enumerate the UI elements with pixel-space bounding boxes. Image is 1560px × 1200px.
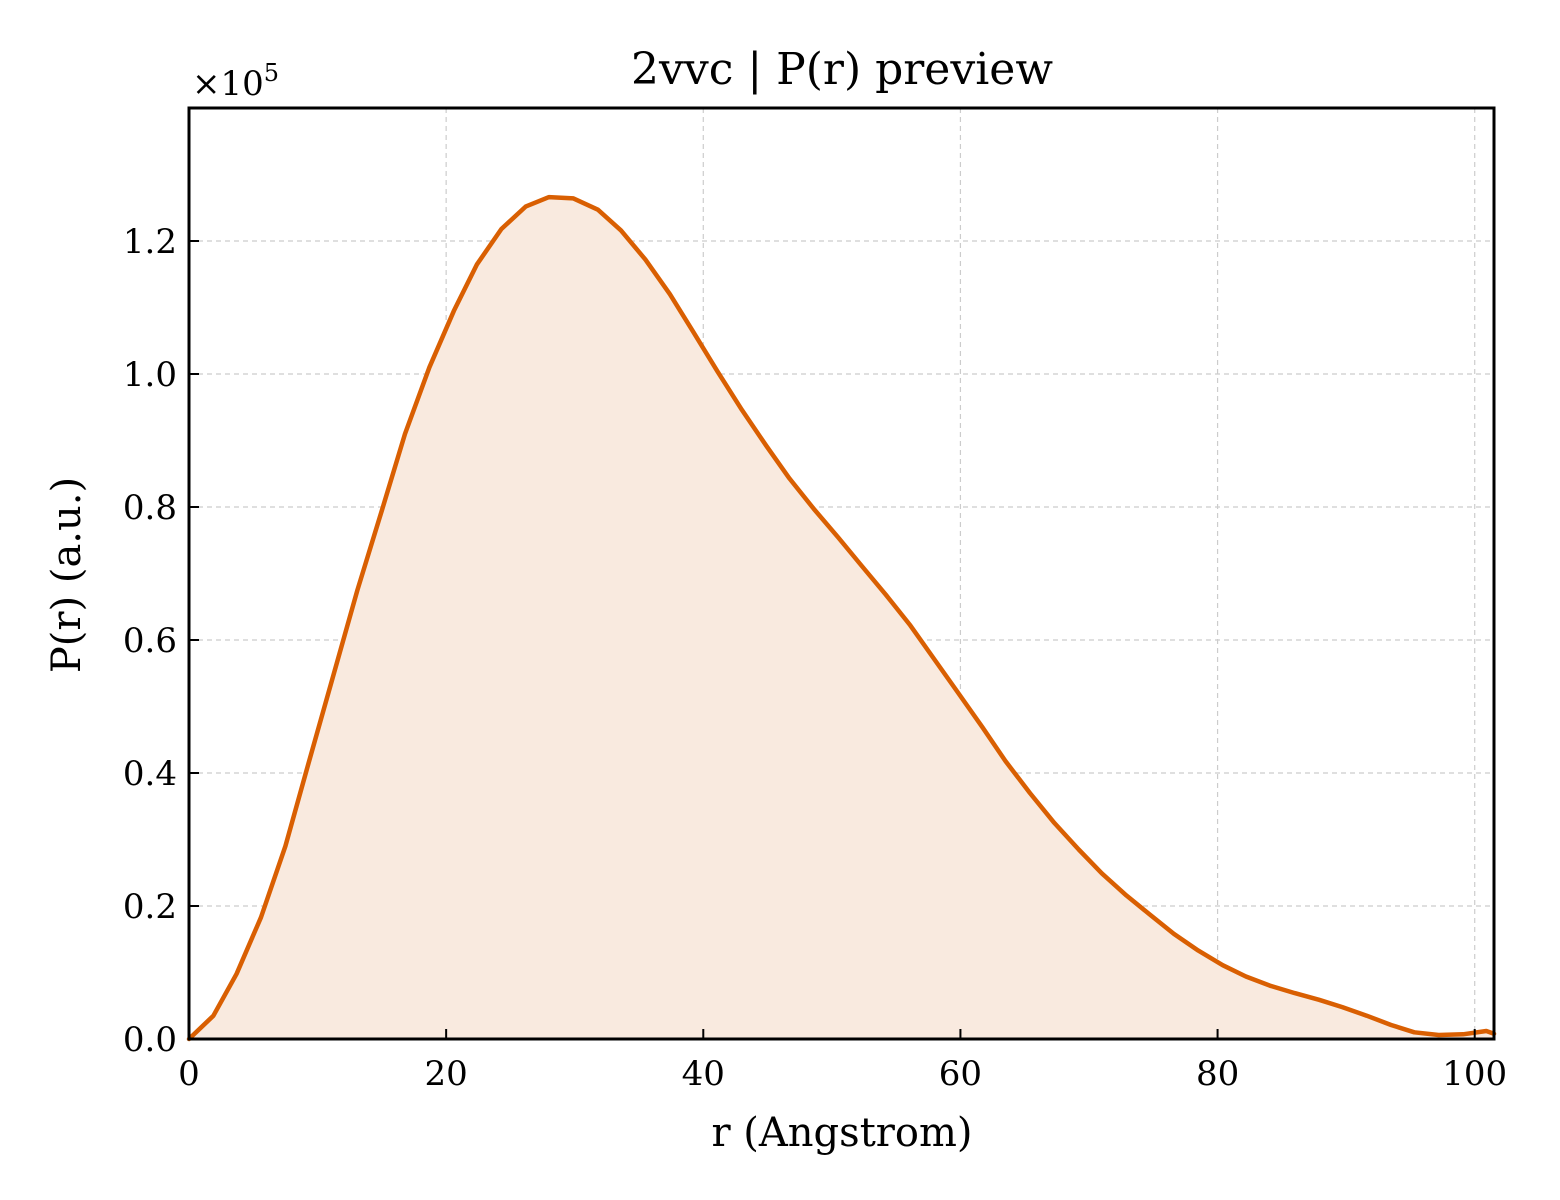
axis-ticks: [188, 240, 1476, 1040]
y-tick-label: 0.0: [123, 1020, 177, 1060]
chart-title: 2vvc | P(r) preview: [631, 44, 1053, 95]
y-tick-label: 0.4: [123, 754, 177, 794]
x-axis-label: r (Angstrom): [711, 1110, 972, 1156]
x-tick-label: 40: [682, 1054, 725, 1094]
x-tick-label: 100: [1442, 1054, 1507, 1094]
y-tick-label: 0.8: [123, 488, 177, 528]
y-tick-label: 1.0: [123, 355, 177, 395]
y-axis-label: P(r) (a.u.): [44, 477, 90, 673]
x-tick-label: 0: [178, 1054, 200, 1094]
y-scale-exponent: 5: [264, 59, 279, 87]
x-tick-label: 20: [425, 1054, 468, 1094]
y-scale-prefix: ×10: [192, 64, 264, 104]
y-tick-label: 1.2: [123, 222, 177, 262]
y-tick-label: 0.6: [123, 621, 177, 661]
pr-curve-line: [186, 194, 1497, 1042]
pr-area-fill: [189, 197, 1494, 1040]
tick-labels: 0 20 40 60 80 100 0.0 0.2 0.4 0.6 0.8 1.0 1.2: [123, 222, 1507, 1094]
x-tick-label: 60: [939, 1054, 982, 1094]
y-scale-offset: ×105: [192, 59, 279, 104]
plot-frame: [187, 106, 1496, 1041]
y-tick-label: 0.2: [123, 887, 177, 927]
x-tick-label: 80: [1196, 1054, 1239, 1094]
